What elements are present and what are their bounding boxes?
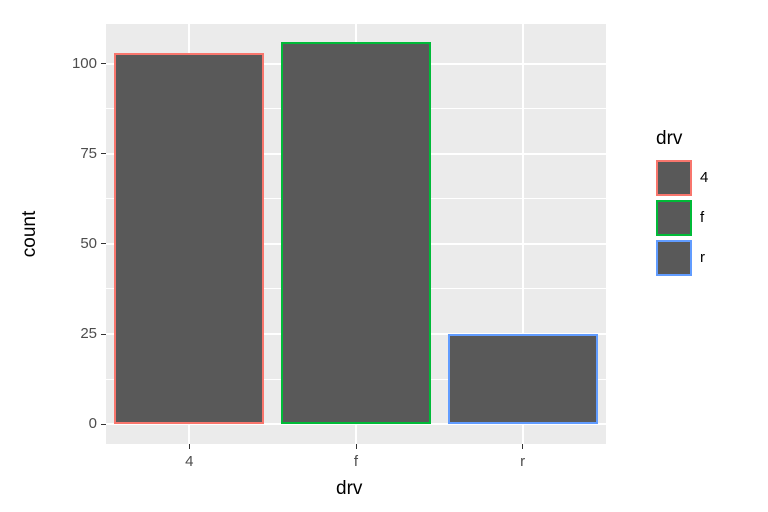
x-tick-mark: [356, 444, 357, 449]
legend-label-4: 4: [700, 169, 708, 186]
y-tick-mark: [101, 63, 106, 64]
legend-key-f: [656, 200, 692, 236]
chart-container: 0 25 50 75 100 4 f r count drv drv 4 f r: [0, 0, 768, 512]
legend-key-4: [656, 160, 692, 196]
x-tick-label: f: [326, 453, 386, 470]
y-tick-label: 100: [72, 55, 97, 72]
y-tick-label: 75: [80, 145, 97, 162]
legend-label-r: r: [700, 249, 705, 266]
y-tick-mark: [101, 243, 106, 244]
bar-f: [281, 42, 431, 424]
x-tick-mark: [522, 444, 523, 449]
x-tick-label: r: [493, 453, 553, 470]
legend-label-f: f: [700, 209, 704, 226]
y-tick-mark: [101, 153, 106, 154]
x-tick-mark: [189, 444, 190, 449]
legend-key-r: [656, 240, 692, 276]
y-tick-label: 25: [80, 325, 97, 342]
y-tick-mark: [101, 424, 106, 425]
y-tick-label: 0: [89, 415, 97, 432]
y-axis-title: count: [19, 211, 41, 257]
legend-title: drv: [656, 128, 682, 150]
x-axis-title: drv: [336, 478, 362, 500]
x-tick-label: 4: [159, 453, 219, 470]
bar-r: [448, 334, 598, 424]
y-tick-label: 50: [80, 235, 97, 252]
bar-4: [114, 53, 264, 424]
y-tick-mark: [101, 334, 106, 335]
